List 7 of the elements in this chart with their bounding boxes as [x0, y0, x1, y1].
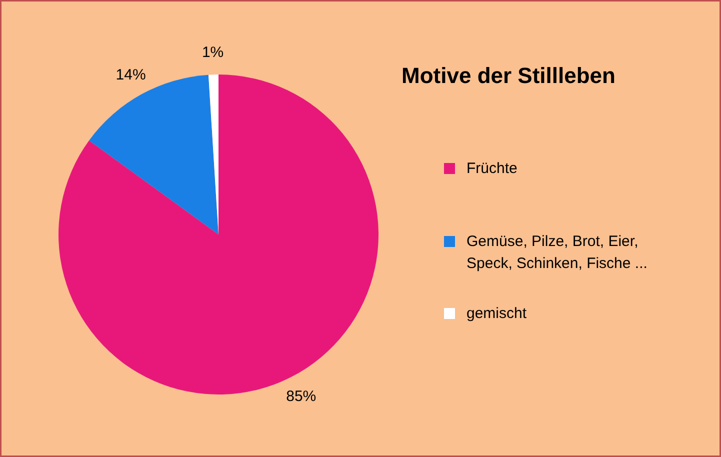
- text: Motive der Stillleben: [402, 63, 616, 88]
- data-label: 85%: [286, 388, 316, 406]
- legend-label: gemischt: [466, 305, 528, 322]
- legend-label: Gemüse, Pilze, Brot, Eier, Speck, Schinken, Fische ...: [466, 233, 648, 272]
- legend-label: Früchte: [466, 160, 518, 177]
- data-label: 14%: [116, 66, 146, 84]
- data-label: 1%: [202, 44, 224, 62]
